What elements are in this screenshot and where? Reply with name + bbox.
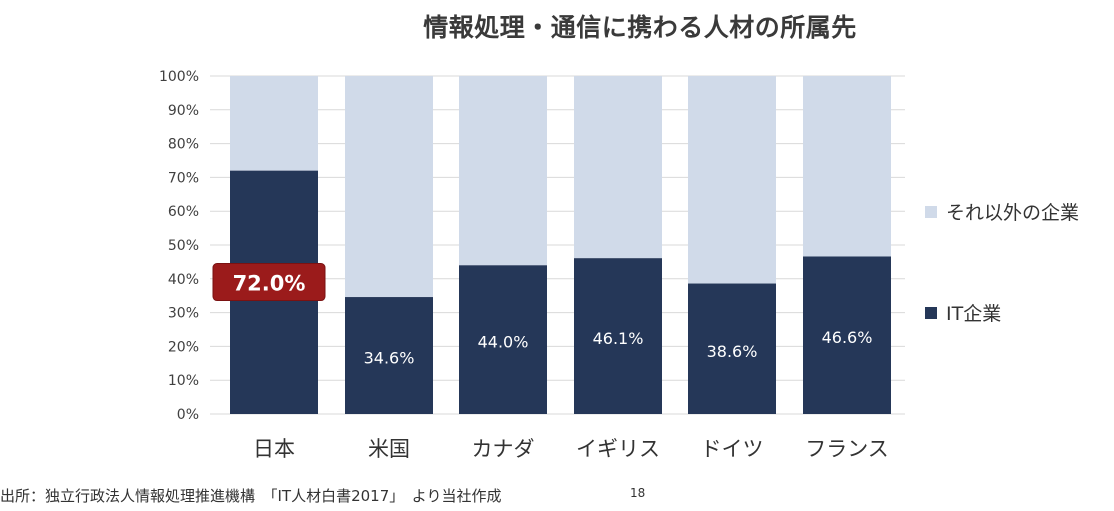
- data-label: 44.0%: [478, 333, 529, 352]
- chart-title: 情報処理・通信に携わる人材の所属先: [423, 13, 857, 42]
- data-label: 72.0%: [233, 272, 306, 296]
- legend-item: IT企業: [925, 303, 1001, 325]
- x-tick-label: 日本: [253, 437, 295, 461]
- y-tick-label: 100%: [159, 69, 199, 85]
- data-label: 34.6%: [364, 349, 415, 368]
- y-tick-label: 10%: [168, 373, 199, 389]
- page-number: 18: [630, 486, 646, 500]
- x-tick-label: フランス: [805, 437, 889, 461]
- y-tick-label: 30%: [168, 306, 199, 322]
- y-tick-label: 50%: [168, 238, 199, 254]
- bar-it-companies: [574, 258, 662, 414]
- legend-label: IT企業: [946, 303, 1001, 325]
- bar-it-companies: [688, 283, 776, 414]
- bar-other-companies: [688, 76, 776, 284]
- gridlines: [210, 75, 905, 415]
- bar-other-companies: [345, 76, 433, 298]
- bar-other-companies: [803, 76, 891, 257]
- x-tick-label: 米国: [368, 437, 410, 461]
- x-axis-ticks: 日本 米国 カナダ イギリス ドイツ フランス: [253, 437, 889, 461]
- y-tick-label: 20%: [168, 339, 199, 355]
- legend-swatch: [925, 307, 937, 319]
- data-label: 38.6%: [707, 342, 758, 361]
- callout-box: [212, 263, 326, 302]
- bar-other-companies: [459, 76, 547, 266]
- x-tick-label: イギリス: [576, 437, 660, 461]
- y-tick-label: 40%: [168, 272, 199, 288]
- data-label: 46.6%: [822, 328, 873, 347]
- bar-other-companies: [574, 76, 662, 259]
- legend-swatch: [925, 206, 937, 218]
- legend-item: それ以外の企業: [925, 202, 1079, 224]
- x-tick-label: ドイツ: [701, 437, 764, 461]
- highlight-callout: 72.0%: [212, 263, 326, 302]
- data-label: 46.1%: [593, 329, 644, 348]
- data-labels: 72.0% 34.6% 44.0% 46.1% 38.6% 46.6%: [212, 263, 873, 368]
- y-tick-label: 90%: [168, 103, 199, 119]
- source-note: 出所：独立行政法人情報処理推進機構 「IT人材白書2017」 より当社作成: [0, 487, 502, 505]
- bar-it-companies: [459, 265, 547, 414]
- legend: それ以外の企業 IT企業: [925, 202, 1079, 325]
- bar-other-companies: [230, 76, 318, 171]
- y-tick-label: 80%: [168, 137, 199, 153]
- y-axis-ticks: 0% 10% 20% 30% 40% 50% 60% 70% 80% 90% 100%: [159, 69, 199, 423]
- y-tick-label: 0%: [177, 407, 199, 423]
- y-tick-label: 60%: [168, 204, 199, 220]
- legend-label: それ以外の企業: [946, 202, 1079, 224]
- y-tick-label: 70%: [168, 170, 199, 186]
- bar-it-companies: [803, 256, 891, 414]
- x-tick-label: カナダ: [472, 437, 535, 461]
- bar-it-companies: [345, 297, 433, 414]
